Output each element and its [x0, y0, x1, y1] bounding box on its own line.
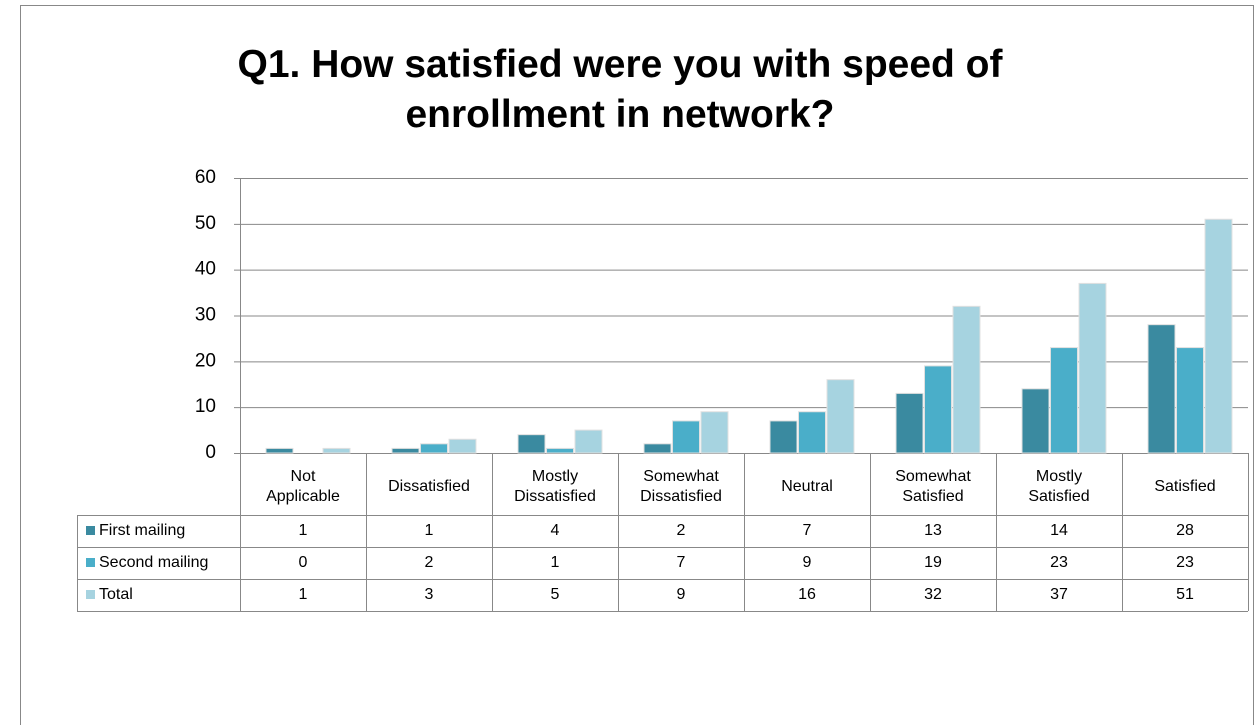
bar — [895, 392, 924, 454]
legend-key — [86, 590, 95, 599]
x-tick-label: Satisfied — [1154, 478, 1216, 495]
bar — [952, 305, 981, 454]
table-value: 1 — [551, 554, 560, 571]
table-value: 1 — [299, 522, 308, 539]
legend-label: Second mailing — [99, 554, 208, 571]
table-value: 7 — [803, 522, 812, 539]
bar — [322, 447, 351, 454]
table-value: 9 — [803, 554, 812, 571]
x-tick-label: Somewhat Dissatisfied — [640, 468, 722, 505]
y-tick-label: 10 — [195, 396, 216, 417]
table-value: 3 — [425, 586, 434, 603]
chart-title: Q1. How satisfied were you with speed of… — [237, 43, 1003, 136]
bar — [700, 411, 729, 454]
table-value: 28 — [1176, 522, 1194, 539]
legend-key — [86, 558, 95, 567]
bar — [1021, 388, 1050, 454]
table-value: 0 — [299, 554, 308, 571]
legend-key — [86, 526, 95, 535]
y-tick-label: 0 — [205, 442, 216, 463]
bar — [826, 379, 855, 454]
bar — [1050, 347, 1078, 454]
y-tick-label: 60 — [195, 167, 216, 188]
x-tick-label: Not Applicable — [266, 468, 340, 505]
legend-label: First mailing — [99, 522, 185, 539]
table-value: 51 — [1176, 586, 1194, 603]
bar — [1147, 324, 1176, 454]
table-value: 37 — [1050, 586, 1068, 603]
bar — [643, 443, 672, 454]
legend-label: Total — [99, 586, 133, 603]
bar — [924, 365, 952, 454]
x-tick-label: Dissatisfied — [388, 478, 470, 495]
table-value: 7 — [677, 554, 686, 571]
bar — [769, 420, 798, 454]
table-value: 23 — [1050, 554, 1068, 571]
chart-border — [20, 5, 1254, 725]
table-value: 5 — [551, 586, 560, 603]
y-tick-label: 20 — [195, 350, 216, 371]
table-value: 9 — [677, 586, 686, 603]
table-value: 19 — [924, 554, 942, 571]
x-tick-label: Neutral — [781, 478, 833, 495]
table-value: 16 — [798, 586, 816, 603]
bar — [1078, 282, 1107, 454]
table-value: 2 — [677, 522, 686, 539]
y-tick-label: 40 — [195, 259, 216, 280]
table-value: 1 — [299, 586, 308, 603]
table-value: 13 — [924, 522, 942, 539]
bar — [574, 429, 603, 454]
bar — [1204, 218, 1233, 454]
table-value: 23 — [1176, 554, 1194, 571]
bar — [798, 411, 826, 454]
table-value: 1 — [425, 522, 434, 539]
x-tick-label: Somewhat Satisfied — [895, 468, 971, 505]
bar — [1176, 347, 1204, 454]
table-value: 14 — [1050, 522, 1068, 539]
bar — [672, 420, 700, 454]
y-tick-label: 30 — [195, 305, 216, 326]
x-tick-label: Mostly Dissatisfied — [514, 468, 596, 505]
table-value: 32 — [924, 586, 942, 603]
bar — [546, 447, 574, 454]
bar — [517, 434, 546, 454]
y-tick-label: 50 — [195, 213, 216, 234]
bar — [420, 443, 448, 454]
x-tick-label: Mostly Satisfied — [1028, 468, 1090, 505]
bar — [448, 438, 477, 454]
bar — [265, 447, 294, 454]
bar — [391, 447, 420, 454]
table-value: 4 — [551, 522, 560, 539]
table-value: 2 — [425, 554, 434, 571]
